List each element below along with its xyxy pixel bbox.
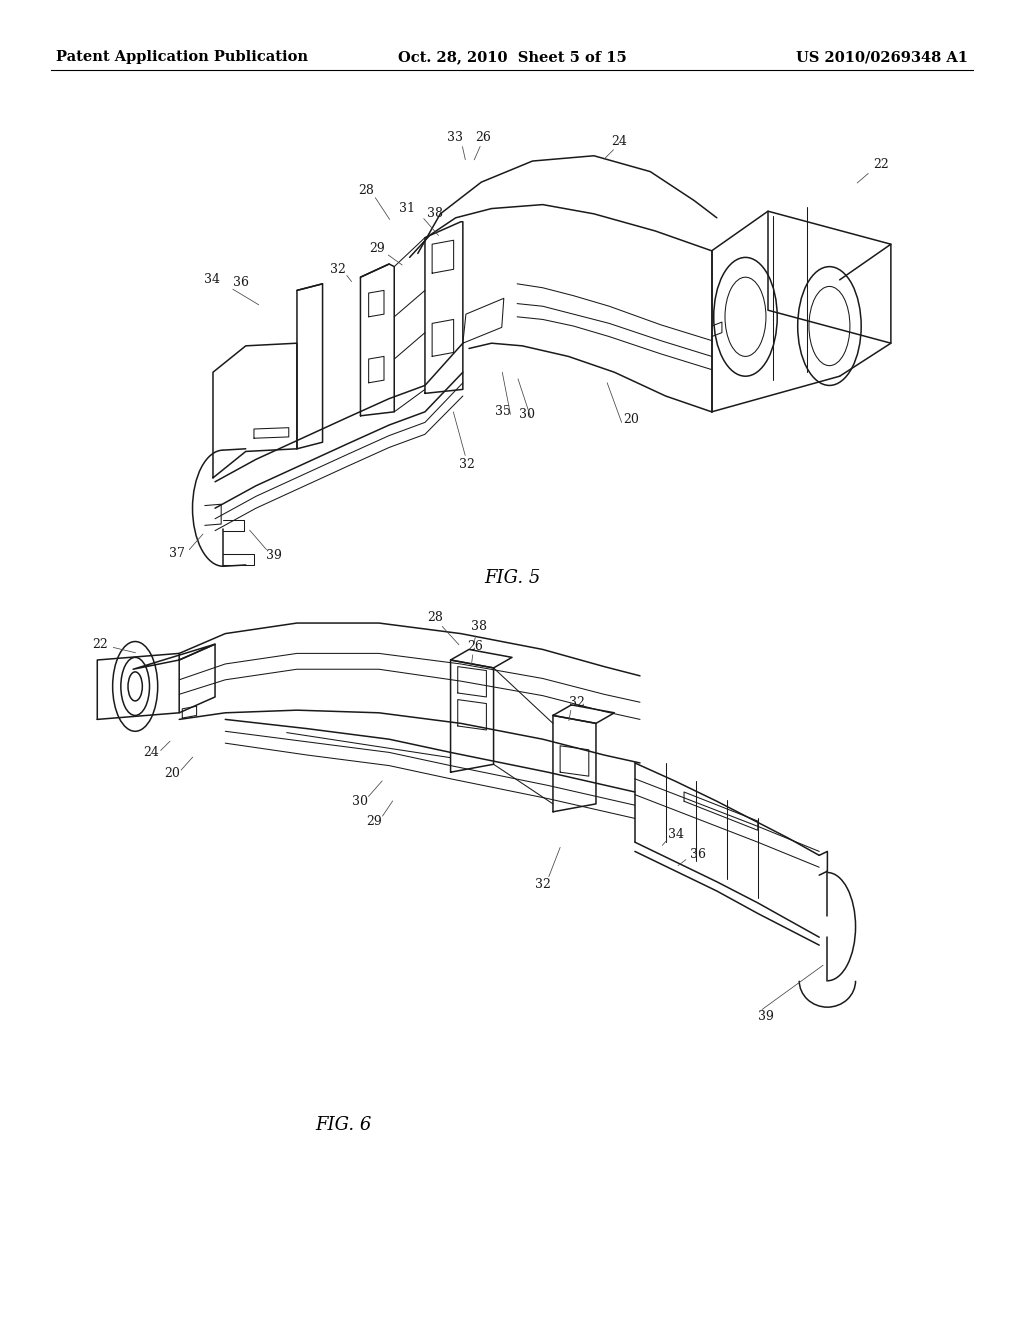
Text: 22: 22 [92,638,109,651]
Text: 29: 29 [369,242,385,255]
Text: FIG. 5: FIG. 5 [483,569,541,587]
Text: Oct. 28, 2010  Sheet 5 of 15: Oct. 28, 2010 Sheet 5 of 15 [397,50,627,65]
Text: US 2010/0269348 A1: US 2010/0269348 A1 [796,50,968,65]
Text: 32: 32 [459,458,475,471]
Text: 34: 34 [204,273,220,286]
Text: 36: 36 [690,847,707,861]
Text: 29: 29 [366,814,382,828]
Text: 39: 39 [758,1010,774,1023]
Text: 38: 38 [427,207,443,220]
Text: 33: 33 [446,131,463,144]
Text: 35: 35 [495,405,511,418]
Text: FIG. 6: FIG. 6 [314,1115,372,1134]
Text: 36: 36 [232,276,249,289]
Text: 30: 30 [352,795,369,808]
Text: 20: 20 [623,413,639,426]
Text: 26: 26 [475,131,492,144]
Text: Patent Application Publication: Patent Application Publication [56,50,308,65]
Text: 32: 32 [568,696,585,709]
Text: 22: 22 [872,158,889,172]
Text: 20: 20 [164,767,180,780]
Text: 26: 26 [467,640,483,653]
Text: 39: 39 [266,549,283,562]
Text: 31: 31 [398,202,415,215]
Text: 37: 37 [169,546,185,560]
Text: 24: 24 [143,746,160,759]
Text: 34: 34 [668,828,684,841]
Text: 32: 32 [535,878,551,891]
Text: 28: 28 [427,611,443,624]
Text: 28: 28 [358,183,375,197]
Text: 32: 32 [330,263,346,276]
Text: 38: 38 [471,620,487,634]
Text: 30: 30 [519,408,536,421]
Text: 24: 24 [611,135,628,148]
